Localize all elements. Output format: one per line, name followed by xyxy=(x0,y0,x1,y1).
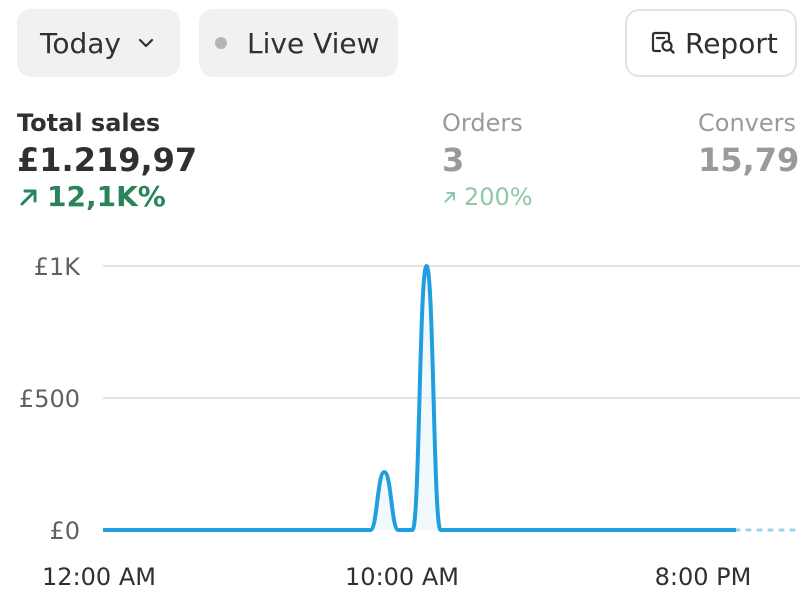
chart-y-axis: £1K £500 £0 xyxy=(19,253,81,545)
x-tick-label: 8:00 PM xyxy=(655,563,752,591)
metric-label: Orders xyxy=(442,109,523,137)
metric-conversion[interactable]: Convers 15,79% xyxy=(698,108,800,180)
y-tick-label: £0 xyxy=(49,517,80,545)
sales-line-chart: £1K £500 £0 12:00 AM 10:00 AM 8:00 PM xyxy=(19,253,800,591)
metric-change: 12,1K% xyxy=(17,180,197,214)
report-button[interactable]: Report xyxy=(625,9,797,77)
metric-change: 200% xyxy=(442,180,533,214)
metric-label: Total sales xyxy=(17,109,161,137)
x-tick-label: 10:00 AM xyxy=(345,563,459,591)
chevron-down-icon xyxy=(138,38,154,48)
report-label: Report xyxy=(685,26,778,60)
sales-series-line xyxy=(102,264,736,532)
metric-label: Convers xyxy=(698,109,796,137)
arrow-up-right-icon xyxy=(444,192,455,203)
metric-change-value: 200% xyxy=(464,183,533,211)
chart-series xyxy=(102,264,736,532)
toolbar: Today Live View Report xyxy=(0,0,800,90)
x-tick-label: 12:00 AM xyxy=(42,563,156,591)
chart-x-axis: 12:00 AM 10:00 AM 8:00 PM xyxy=(42,563,751,591)
y-tick-label: £1K xyxy=(34,253,82,281)
report-search-icon xyxy=(651,31,675,54)
arrow-up-right-icon xyxy=(20,189,37,206)
metric-value: 3 xyxy=(442,141,465,179)
chart-grid xyxy=(103,265,800,532)
date-filter-button[interactable]: Today xyxy=(17,9,180,77)
date-filter-label: Today xyxy=(40,26,121,60)
metric-value: £1.219,97 xyxy=(17,141,198,179)
live-view-button[interactable]: Live View xyxy=(199,9,398,77)
live-view-label: Live View xyxy=(247,26,380,60)
metric-orders[interactable]: Orders 3 200% xyxy=(442,108,533,214)
live-status-dot-icon xyxy=(215,37,227,49)
metric-value: 15,79% xyxy=(698,141,800,179)
metric-change-value: 12,1K% xyxy=(47,180,166,213)
metric-total-sales[interactable]: Total sales £1.219,97 12,1K% xyxy=(17,108,197,214)
y-tick-label: £500 xyxy=(19,385,80,413)
